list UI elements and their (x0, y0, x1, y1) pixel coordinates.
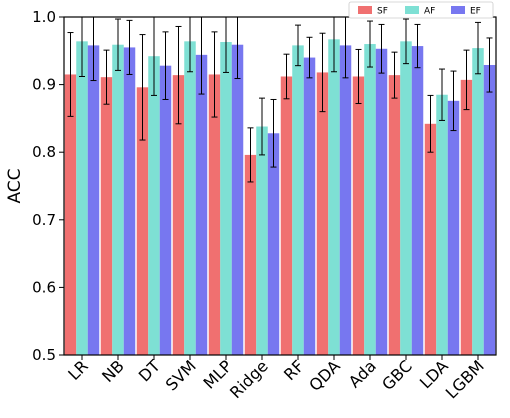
legend-label: AF (424, 7, 435, 17)
bar-af (436, 94, 448, 356)
y-axis-ticks: 0.5 0.6 0.7 0.8 0.9 1.0 (32, 8, 64, 364)
bar-ef (375, 48, 388, 355)
bars (64, 39, 496, 356)
bar-af (112, 44, 124, 355)
bar-af (148, 56, 160, 355)
x-tick-label: DT (135, 356, 164, 385)
x-tick-label: GBC (378, 356, 416, 394)
x-tick-label: QDA (305, 356, 344, 395)
y-tick-label: 1.0 (32, 8, 56, 26)
x-tick-label: SVM (162, 356, 200, 394)
bar-ef (447, 100, 460, 355)
bar-sf (280, 76, 293, 355)
bar-ef (195, 54, 208, 356)
y-tick-label: 0.7 (32, 211, 56, 229)
bar-sf (388, 75, 401, 356)
bar-sf (352, 76, 365, 355)
bar-sf (64, 74, 77, 356)
x-tick-label: NB (98, 356, 128, 386)
bar-sf (424, 123, 437, 355)
legend: SF AF EF (348, 1, 494, 19)
bar-ef (483, 64, 496, 355)
y-tick-label: 0.5 (32, 346, 56, 364)
bar-sf (100, 77, 113, 355)
error-bars (67, 16, 493, 183)
bar-ef (87, 45, 100, 355)
bar-ef (339, 45, 352, 355)
bar-ef (231, 44, 244, 355)
y-tick-label: 0.8 (32, 143, 56, 161)
legend-swatch-sf (358, 6, 372, 14)
x-tick-label: LGBM (442, 356, 488, 402)
x-tick-label: RF (280, 356, 308, 384)
bar-sf (136, 87, 149, 355)
bar-af (328, 39, 340, 356)
x-tick-label: LR (64, 356, 92, 384)
bar-af (76, 41, 88, 355)
bar-sf (208, 74, 221, 356)
bar-af (364, 44, 376, 355)
bar-sf (460, 79, 473, 356)
bar-ef (123, 47, 136, 356)
plot-frame (63, 16, 497, 356)
x-tick-label: Ridge (226, 356, 272, 402)
bar-af (292, 45, 304, 355)
bar-sf (172, 75, 185, 356)
bar-af (184, 41, 196, 355)
y-tick-label: 0.6 (32, 278, 56, 296)
legend-label: EF (470, 7, 481, 17)
bar-ef (303, 57, 316, 356)
bar-af (472, 48, 484, 355)
x-tick-label: Ada (345, 356, 380, 391)
legend-swatch-af (405, 6, 419, 14)
legend-label: SF (377, 7, 388, 17)
bar-ef (411, 46, 424, 356)
legend-swatch-ef (451, 6, 465, 14)
bar-af (256, 126, 268, 356)
bar-ef (267, 133, 280, 355)
y-axis-title: ACC (5, 168, 25, 203)
bar-af (400, 41, 412, 355)
bar-sf (316, 72, 329, 355)
bar-sf (244, 154, 257, 355)
bar-ef (159, 65, 172, 355)
y-tick-label: 0.9 (32, 76, 56, 94)
bar-af (220, 42, 232, 356)
